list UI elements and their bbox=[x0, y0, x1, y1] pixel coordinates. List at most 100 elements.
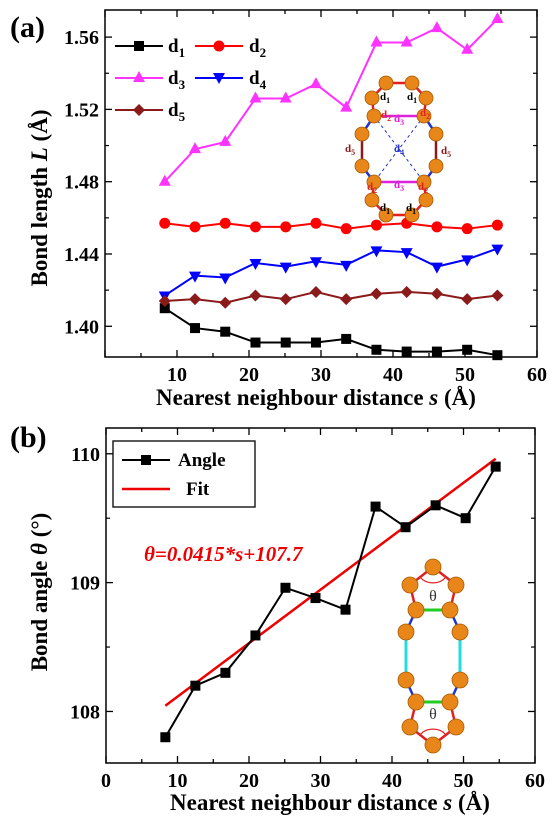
inset-a-label-d1-left-main: d bbox=[380, 91, 386, 103]
inset-a-label-d2-left-main: d bbox=[381, 109, 387, 121]
data-point-d5 bbox=[309, 285, 322, 298]
data-point-d2 bbox=[219, 217, 231, 229]
data-point-d1 bbox=[310, 337, 321, 348]
panel-b-y-title-unit: (°) bbox=[27, 513, 52, 543]
legend-label-d4: d4 bbox=[249, 68, 267, 92]
panel-b-molecule-inset: θ θ bbox=[397, 558, 469, 754]
data-point-d1 bbox=[220, 326, 231, 337]
data-point-d1 bbox=[431, 346, 442, 357]
data-point-d3 bbox=[158, 174, 171, 186]
data-point-d2 bbox=[340, 223, 352, 235]
inset-b-atom bbox=[424, 736, 442, 754]
inset-a-label-d2-left: d2 bbox=[381, 109, 391, 123]
data-point-angle bbox=[460, 513, 471, 524]
inset-a-label-d2-right: d2 bbox=[420, 107, 430, 121]
panel-a-x-tick-label: 10 bbox=[167, 364, 187, 386]
inset-a-label-d3-bottom-main: d bbox=[394, 179, 400, 191]
inset-a-label-d1-bottom-right: d1 bbox=[406, 202, 416, 216]
data-point-d5 bbox=[430, 287, 443, 300]
data-point-d4 bbox=[189, 271, 201, 283]
data-point-d4 bbox=[309, 257, 322, 269]
inset-a-label-d2-right-sub: 2 bbox=[426, 112, 430, 121]
legend-marker-d1 bbox=[134, 41, 144, 51]
data-point-d4 bbox=[370, 246, 383, 258]
inset-b-atom bbox=[441, 693, 459, 711]
data-point-angle bbox=[340, 604, 351, 615]
data-point-angle bbox=[430, 500, 441, 511]
inset-a-label-d1-left: d1 bbox=[380, 91, 390, 105]
data-point-d5 bbox=[249, 289, 262, 302]
panel-b-x-title-unit: (Å) bbox=[452, 790, 490, 815]
legend-marker-d2 bbox=[213, 40, 225, 52]
inset-a-label-d1-left-sub: 1 bbox=[386, 96, 390, 105]
data-point-d4 bbox=[491, 244, 504, 256]
panel-b: (b) Bond angle θ (°) Nearest neighbour d… bbox=[10, 421, 545, 815]
data-point-d3 bbox=[400, 35, 413, 47]
inset-a-label-d5-left: d5 bbox=[345, 143, 355, 157]
panel-a-y-tick-label: 1.52 bbox=[64, 99, 99, 121]
fit-line bbox=[164, 457, 497, 707]
legend-label-d5-main: d bbox=[168, 100, 179, 121]
inset-a-atom bbox=[364, 192, 380, 208]
inset-a-atom bbox=[354, 126, 370, 142]
inset-a-label-d2-bottom-left-main: d bbox=[367, 181, 373, 193]
inset-b-atom bbox=[451, 671, 469, 689]
series-line-d5 bbox=[164, 290, 498, 304]
panel-a-y-tick-label: 1.40 bbox=[64, 316, 99, 338]
data-point-d1 bbox=[190, 323, 200, 334]
inset-a-label-d4-main: d bbox=[394, 143, 400, 155]
data-point-d1 bbox=[341, 333, 352, 344]
series-line-d1 bbox=[164, 307, 498, 357]
panel-a-x-title-unit: (Å) bbox=[438, 385, 476, 410]
inset-a-atom bbox=[366, 174, 382, 190]
data-point-d4 bbox=[461, 255, 474, 267]
panel-b-label: (b) bbox=[10, 421, 47, 454]
data-point-d1 bbox=[401, 346, 412, 357]
legend-box bbox=[112, 440, 256, 508]
inset-a-label-d1-right-sub: 1 bbox=[413, 96, 417, 105]
panel-a-x-tick-label: 60 bbox=[527, 364, 547, 386]
panel-b-plot: 0 10 20 30 40 50 60 108 109 110 bbox=[70, 427, 545, 792]
inset-b-atom bbox=[441, 601, 459, 619]
inset-a-label-d5-right-main: d bbox=[441, 145, 447, 157]
inset-a-atom bbox=[428, 158, 444, 174]
data-point-d4 bbox=[279, 262, 292, 274]
data-point-angle bbox=[250, 630, 261, 641]
legend-label-d3-sub: 3 bbox=[179, 77, 186, 92]
panel-a-x-axis-title: Nearest neighbour distance s (Å) bbox=[156, 385, 476, 410]
data-point-d1 bbox=[492, 350, 503, 361]
legend-item-d3: d3 bbox=[115, 68, 186, 92]
inset-b-angle-arc-bottom bbox=[420, 728, 446, 735]
panel-a-x-tick-label: 20 bbox=[239, 364, 259, 386]
data-point-d3 bbox=[370, 35, 383, 47]
inset-a-d4-dash bbox=[373, 115, 425, 183]
data-point-d2 bbox=[189, 221, 201, 233]
legend-label-d2-main: d bbox=[249, 36, 260, 57]
panel-b-x-tick-label: 60 bbox=[525, 770, 545, 792]
data-point-d3 bbox=[340, 100, 353, 112]
data-point-d1 bbox=[280, 337, 291, 348]
inset-a-atom bbox=[416, 108, 432, 124]
inset-b-atom bbox=[447, 576, 465, 594]
panel-b-x-title-var: s bbox=[442, 790, 452, 815]
inset-a-label-d2-bottom-left-sub: 2 bbox=[373, 186, 377, 195]
legend-label-d1-main: d bbox=[168, 36, 179, 57]
data-point-d1 bbox=[371, 344, 382, 355]
panel-a-y-title-var: L bbox=[27, 147, 52, 162]
inset-a-atom bbox=[378, 207, 394, 223]
panel-b-y-title-prefix: Bond angle bbox=[27, 555, 52, 671]
inset-a-label-d2-left-sub: 2 bbox=[387, 114, 391, 123]
inset-a-atom bbox=[366, 108, 382, 124]
inset-b-atom bbox=[397, 623, 415, 641]
inset-a-label-d3-top: d3 bbox=[394, 113, 404, 127]
panel-b-y-tick-label: 110 bbox=[71, 444, 100, 466]
inset-a-label-d2-right-main: d bbox=[420, 107, 426, 119]
fit-equation-annotation: θ=0.0415*s+107.7 bbox=[144, 542, 304, 566]
series-line-d2 bbox=[164, 222, 498, 230]
legend-label-angle: Angle bbox=[178, 450, 226, 471]
fit-equation-text: θ=0.0415*s+107.7 bbox=[144, 542, 304, 566]
data-point-d3 bbox=[249, 91, 262, 103]
data-point-d5 bbox=[370, 287, 383, 300]
panel-a-y-axis-title: Bond length L (Å) bbox=[27, 109, 52, 286]
